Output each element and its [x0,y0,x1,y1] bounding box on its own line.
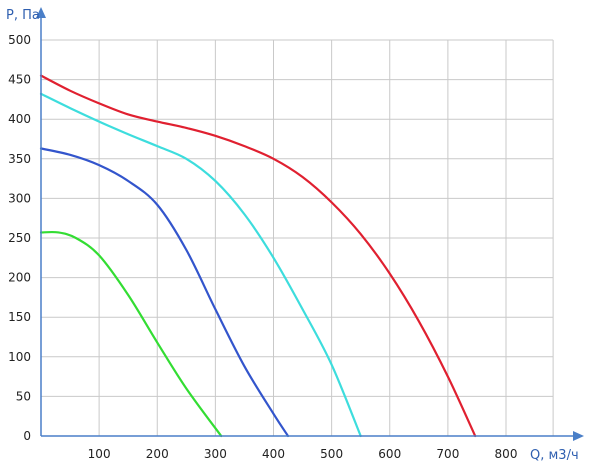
series-line-1 [39,74,477,438]
y-tick-label: 250 [8,231,31,245]
y-tick-label: 200 [8,271,31,285]
x-tick-label: 100 [88,447,111,461]
y-tick-label: 500 [8,33,31,47]
tick-labels: 0 50 100 150 200 250 300 350 400 450 500 100 200 300 4… [8,33,517,461]
x-tick-label: 800 [495,447,518,461]
y-tick-label: 150 [8,310,31,324]
x-axis-arrow [573,431,584,441]
chart-grid [41,39,554,436]
series-line-2 [39,92,362,438]
x-tick-label: 200 [146,447,169,461]
curve-series [39,74,477,438]
y-axis-title: P, Па [6,8,40,23]
x-tick-label: 300 [204,447,227,461]
chart-axes [36,7,584,441]
x-tick-label: 400 [262,447,285,461]
y-axis-arrow [36,7,46,18]
y-tick-label: 300 [8,191,31,205]
x-tick-label: 700 [436,447,459,461]
y-tick-label: 350 [8,152,31,166]
series-line-4 [39,230,223,438]
series-line-3 [39,147,290,438]
y-tick-label: 400 [8,112,31,126]
y-tick-label: 0 [23,429,31,443]
y-tick-label: 100 [8,350,31,364]
x-axis-title: Q, м3/ч [530,448,579,463]
x-tick-label: 500 [320,447,343,461]
y-tick-label: 450 [8,73,31,87]
x-tick-label: 600 [378,447,401,461]
y-tick-label: 50 [16,389,31,403]
